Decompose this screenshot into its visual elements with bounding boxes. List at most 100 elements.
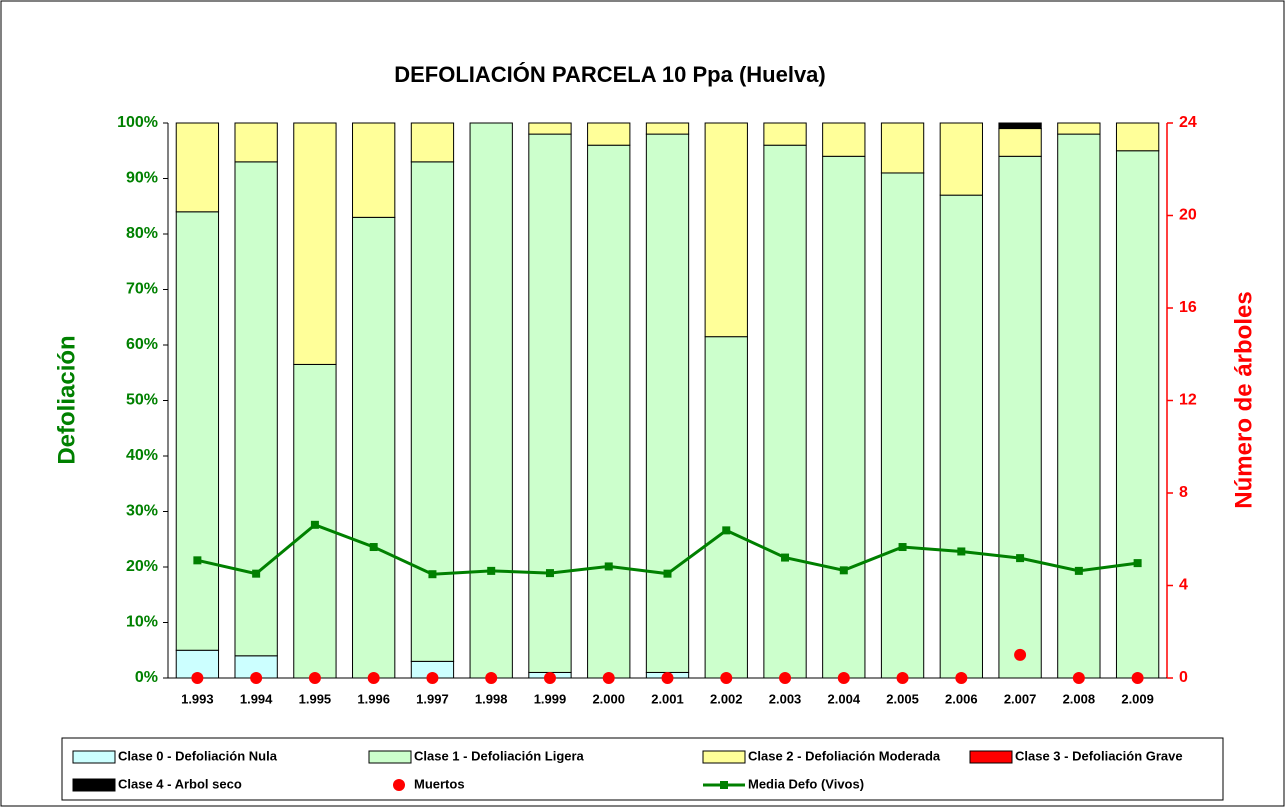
bar-segment [645,133,690,673]
x-tick-label: 2.009 [1121,691,1154,706]
bar-segment [234,161,278,657]
bar-segment [704,122,748,338]
scatter-point [955,672,968,684]
bar-segment [645,122,690,135]
line-marker [898,543,907,552]
chart-title: DEFOLIACIÓN PARCELA 10 Ppa (Huelva) [394,62,826,87]
legend-label: Media Defo (Vivos) [748,776,864,791]
legend-marker [368,750,412,764]
x-tick-label: 1.994 [240,691,273,706]
y2-tick-label: 24 [1179,114,1197,131]
bar-segment [1057,122,1101,135]
bar-segment [822,155,866,679]
bar-segment [998,155,1042,679]
x-tick-label: 2.003 [769,691,802,706]
bar-segment [1115,122,1160,152]
bar-segment [1057,133,1101,679]
bar-segment [293,122,337,365]
legend-marker [702,750,746,764]
bar-segment [763,144,807,679]
line-marker [781,553,790,562]
y2-tick-label: 4 [1179,577,1188,594]
x-tick-label: 2.000 [592,691,625,706]
legend-label: Clase 4 - Arbol seco [118,776,242,791]
y2-tick-label: 8 [1179,484,1188,501]
bar-segment [410,122,455,163]
y-tick-label: 100% [117,114,158,131]
x-tick-label: 2.002 [710,691,743,706]
x-tick-label: 1.998 [475,691,508,706]
scatter-point [896,672,909,684]
y-tick-label: 10% [126,614,158,631]
bar-segment [763,122,807,146]
y2-tick-label: 20 [1179,207,1197,224]
line-marker [545,569,554,578]
line-marker [487,566,496,575]
y-tick-label: 40% [126,447,158,464]
bar-segment [175,122,220,213]
x-tick-label: 2.006 [945,691,978,706]
bar-segment [998,128,1042,157]
line-marker [604,562,613,571]
bar-segment [704,336,748,679]
y2-tick-label: 16 [1179,299,1197,316]
bar-segment [352,216,396,679]
x-tick-label: 1.999 [534,691,567,706]
y-tick-label: 80% [126,225,158,242]
y-tick-label: 60% [126,336,158,353]
y-tick-label: 70% [126,281,158,298]
x-tick-label: 1.995 [299,691,332,706]
bar-segment [939,122,983,196]
bar-segment [880,122,925,174]
scatter-point [661,672,674,684]
y2-tick-label: 0 [1179,669,1188,686]
y2-tick-label: 12 [1179,392,1197,409]
bar-segment [528,133,572,673]
y-tick-label: 90% [126,170,158,187]
bar-segment [1115,150,1160,679]
scatter-point [1014,648,1027,661]
bar-segment [175,211,220,651]
line-marker [1074,566,1083,575]
bar-segment [939,194,983,679]
line-marker [252,569,261,578]
y-tick-label: 30% [126,503,158,520]
x-tick-label: 1.996 [357,691,390,706]
legend-label: Clase 1 - Defoliación Ligera [414,748,585,763]
bar-segment [234,122,278,163]
bar-segment [880,172,925,679]
x-tick-label: 1.997 [416,691,449,706]
scatter-point [1131,672,1144,684]
line-marker [193,556,202,565]
line-marker [839,566,848,575]
x-tick-label: 2.007 [1004,691,1037,706]
legend-label: Clase 2 - Defoliación Moderada [748,748,941,763]
legend-label: Clase 3 - Defoliación Grave [1015,748,1183,763]
bar-segment [822,122,866,157]
line-marker [310,520,319,529]
scatter-point [485,672,498,684]
bar-segment [469,122,513,679]
y-tick-label: 50% [126,392,158,409]
x-tick-label: 2.004 [828,691,861,706]
bar-segment [587,144,631,679]
legend-marker [72,778,116,792]
bar-segment [998,122,1042,130]
scatter-point [779,672,792,684]
line-marker [428,570,437,579]
x-tick-label: 2.008 [1063,691,1096,706]
y-tick-label: 0% [135,669,158,686]
legend-box [61,737,1224,801]
scatter-point [308,672,321,684]
y-tick-label: 20% [126,558,158,575]
y-axis-label: Defoliación [53,335,80,464]
x-tick-label: 1.993 [181,691,214,706]
line-marker [1133,559,1142,568]
scatter-point [543,672,556,684]
scatter-point [426,672,439,684]
legend-marker [969,750,1013,764]
scatter-point [602,672,615,684]
legend-marker [720,781,728,789]
scatter-point [837,672,850,684]
scatter-point [1072,672,1085,684]
